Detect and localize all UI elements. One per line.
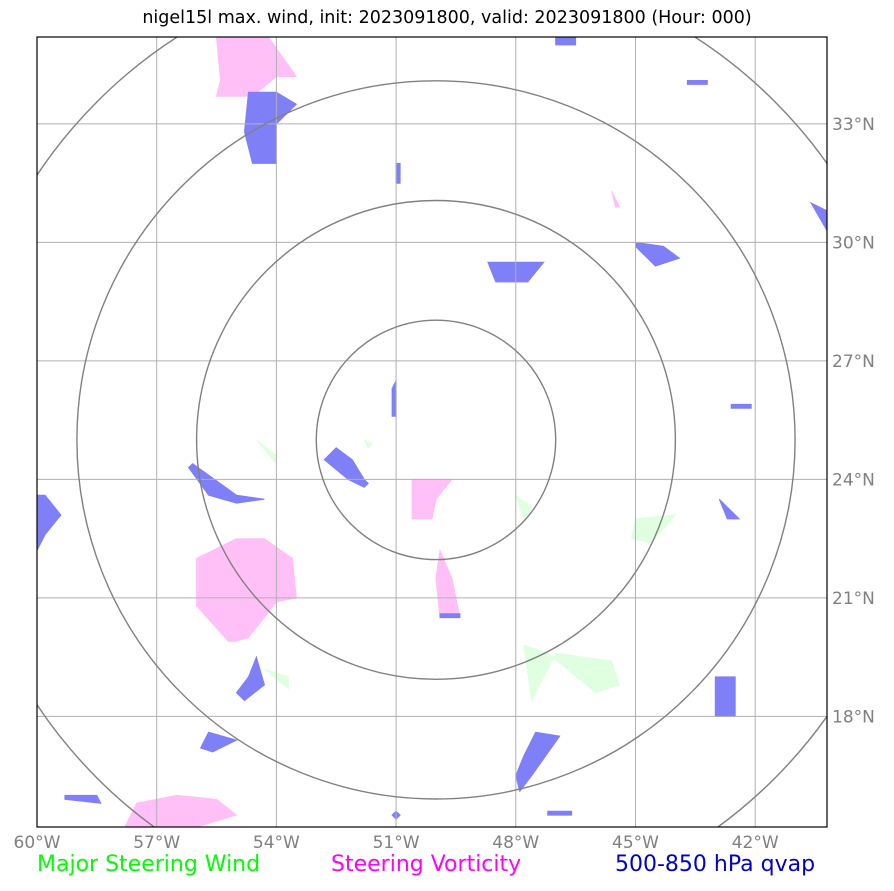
gridlines: [37, 37, 827, 827]
range-ring: [76, 80, 796, 800]
qvap-region: [64, 794, 102, 804]
plot-frame: [36, 36, 828, 828]
x-tick-label: 42°W: [732, 833, 779, 853]
y-tick-label: 21°N: [832, 589, 875, 609]
qvap-region: [395, 162, 401, 184]
qvap-region: [714, 676, 736, 717]
range-ring: [195, 199, 677, 680]
qvap-region: [199, 731, 238, 753]
wind-region: [363, 438, 374, 449]
x-tick-label: 45°W: [612, 833, 659, 853]
qvap-region: [235, 655, 265, 702]
qvap-region: [718, 498, 741, 520]
y-tick-label: 18°N: [832, 707, 875, 727]
y-tick-label: 24°N: [832, 470, 875, 490]
qvap-region: [730, 403, 752, 409]
qvap-region: [547, 810, 573, 816]
qvap-region: [37, 494, 62, 551]
vorticity-region: [124, 794, 238, 827]
y-tick-label: 33°N: [832, 115, 875, 135]
wind-region: [523, 644, 621, 703]
vorticity-region: [196, 538, 297, 642]
x-tick-label: 60°W: [14, 833, 61, 853]
y-tick-label: 27°N: [832, 352, 875, 372]
legend-qvap: 500-850 hPa qvap: [615, 852, 816, 877]
plot-background: [37, 37, 827, 827]
legend-major-steering-wind: Major Steering Wind: [37, 852, 261, 877]
y-tick-label: 30°N: [832, 233, 875, 253]
qvap-region: [555, 37, 577, 46]
x-tick-label: 48°W: [492, 833, 539, 853]
qvap-region: [809, 201, 827, 232]
qvap-region: [686, 80, 708, 85]
qvap-region: [515, 731, 561, 793]
wind-region: [514, 493, 533, 521]
plot-title: nigel15l max. wind, init: 2023091800, va…: [142, 8, 752, 28]
qvap-region: [323, 447, 369, 488]
x-tick-label: 51°W: [373, 833, 420, 853]
qvap-region: [187, 462, 265, 504]
tick-labels: 60°W 57°W 54°W 51°W 48°W 45°W 42°W 18°N 21°N 24°N…: [14, 115, 875, 853]
qvap-region: [439, 613, 461, 619]
x-tick-label: 57°W: [133, 833, 180, 853]
range-ring: [315, 319, 557, 561]
vorticity-region: [611, 190, 621, 208]
legend-steering-vorticity: Steering Vorticity: [331, 852, 522, 877]
wind-region: [630, 514, 677, 544]
x-tick-label: 54°W: [253, 833, 300, 853]
